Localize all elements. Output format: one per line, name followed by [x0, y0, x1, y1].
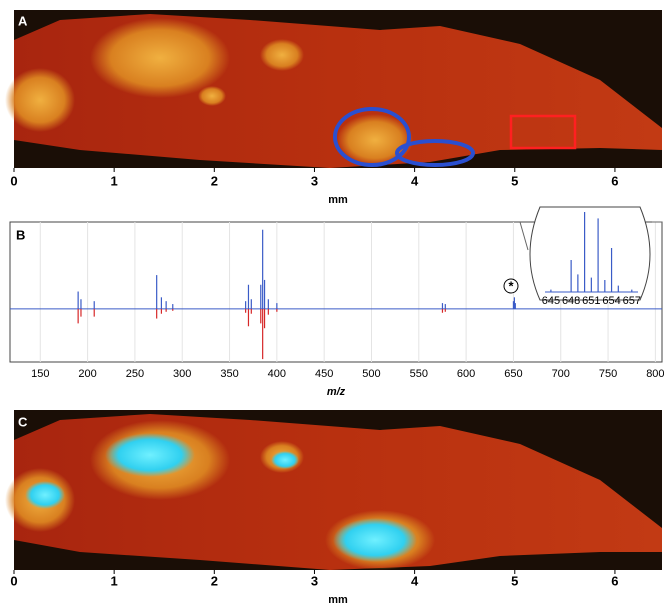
inset-connector: [519, 221, 529, 251]
x-tick-label: 200: [78, 368, 96, 380]
x-tick-label: 2: [211, 573, 218, 588]
x-tick-label: 2: [211, 173, 218, 188]
x-tick-label: 1: [111, 573, 118, 588]
x-tick-label: 4: [411, 573, 419, 588]
x-tick-label: 4: [411, 173, 419, 188]
panel-label: C: [18, 414, 28, 429]
panel-label: B: [16, 227, 25, 242]
inset-tick-label: 651: [582, 295, 600, 307]
tissue-image-c: [5, 410, 662, 570]
inset-tick-label: 648: [562, 295, 580, 307]
x-tick-label: 350: [220, 368, 238, 380]
x-tick-label: 500: [362, 368, 380, 380]
x-axis-label: mm: [328, 594, 348, 606]
x-tick-label: 400: [268, 368, 286, 380]
x-axis-label: m/z: [327, 386, 346, 398]
x-tick-label: 750: [599, 368, 617, 380]
x-tick-label: 600: [457, 368, 475, 380]
x-tick-label: 300: [173, 368, 191, 380]
x-tick-label: 700: [552, 368, 570, 380]
inset-tick-label: 657: [623, 295, 641, 307]
x-tick-label: 6: [611, 173, 618, 188]
x-tick-label: 550: [410, 368, 428, 380]
x-tick-label: 650: [504, 368, 522, 380]
inset-tick-label: 645: [542, 295, 560, 307]
inset-lens: [529, 206, 651, 301]
inset-tick-label: 654: [602, 295, 620, 307]
x-tick-label: 5: [511, 173, 518, 188]
x-tick-label: 0: [10, 573, 17, 588]
x-tick-label: 800: [646, 368, 664, 380]
x-axis-label: mm: [328, 194, 348, 206]
plot-frame: [9, 221, 663, 363]
x-tick-label: 450: [315, 368, 333, 380]
x-tick-label: 150: [31, 368, 49, 380]
x-tick-label: 3: [311, 173, 318, 188]
x-tick-label: 5: [511, 573, 518, 588]
x-tick-label: 0: [10, 173, 17, 188]
tissue-image-a: [5, 10, 662, 168]
panel-label: A: [18, 13, 28, 28]
annotation: *: [508, 278, 514, 293]
x-tick-label: 6: [611, 573, 618, 588]
annotation-circle: [503, 278, 519, 294]
x-tick-label: 1: [111, 173, 118, 188]
x-tick-label: 3: [311, 573, 318, 588]
x-tick-label: 250: [126, 368, 144, 380]
